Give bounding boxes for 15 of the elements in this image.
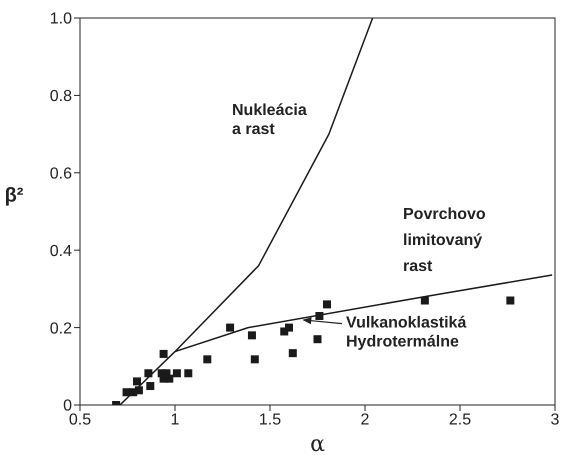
y-tick-label: 1.0 [50,10,72,28]
y-tick-label: 0.4 [50,242,72,260]
y-tick-label: 0.6 [50,165,72,182]
x-tick-label: 2.5 [448,411,472,428]
x-tick-label: 1.5 [258,411,282,428]
annotation: Nukleácia a rast [232,102,307,138]
annotation: Povrchovo limitovaný rast [403,206,486,276]
x-tick-label: 2 [360,411,370,428]
x-tick-label: 1 [170,411,180,428]
x-tick-label: 3 [550,411,560,428]
x-axis-title: α [310,432,326,455]
y-tick-label: 0.2 [50,320,72,338]
y-tick-label: 0.8 [50,88,72,106]
y-axis-title: β² [4,184,24,206]
annotation: Vulkanoklastiká Hydrotermálne [346,314,466,351]
